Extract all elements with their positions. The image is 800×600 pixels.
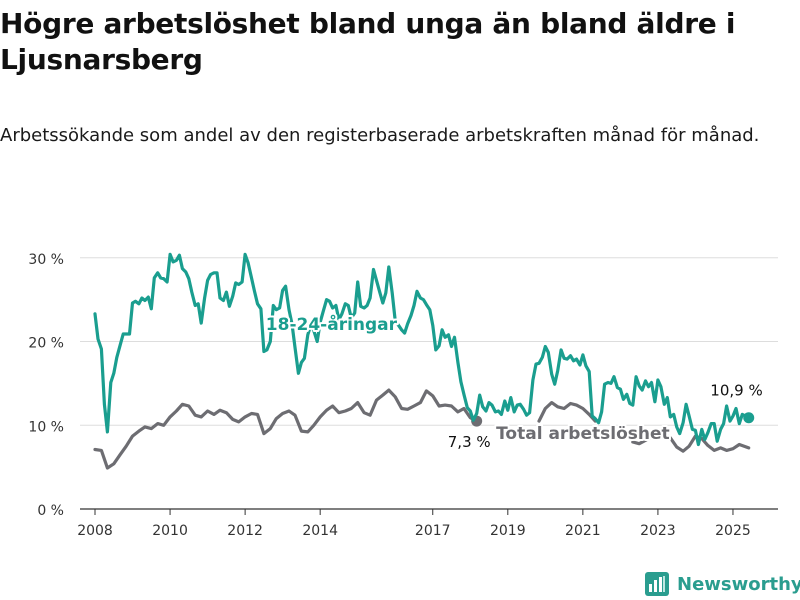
series-lines	[93, 252, 755, 470]
y-tick-label: 0 %	[37, 503, 64, 519]
newsworthy-logo[interactable]: Newsworthy	[645, 569, 800, 599]
youth-end-point	[743, 412, 755, 424]
total-series-line	[631, 432, 751, 453]
youth-end-value-label: 10,9 %	[710, 382, 762, 400]
x-tick-label: 2017	[415, 523, 451, 539]
series-labels: 7,3 % 10,9 % 18-24-åringar Total arbetslösh…	[264, 311, 763, 451]
y-tick-label: 30 %	[28, 252, 64, 268]
x-tick-label: 2010	[152, 523, 188, 539]
total-series-line	[93, 388, 479, 470]
total-series-label: Total arbetslöshet	[496, 424, 670, 444]
gridlines	[80, 257, 778, 426]
chart-subtitle: Arbetssökande som andel av den registerb…	[0, 125, 760, 146]
x-tick-label: 2012	[227, 523, 263, 539]
bar-chart-icon	[645, 572, 669, 596]
total-series-line	[537, 401, 597, 423]
y-tick-label: 10 %	[28, 419, 64, 435]
brand-name: Newsworthy	[677, 573, 800, 595]
youth-series-line	[93, 252, 751, 447]
x-tick-label: 2025	[715, 523, 751, 539]
axes: 0 % 10 % 20 % 30 % 2008 2010 2012 2014 2017 2019 2…	[28, 252, 778, 539]
total-end-value-label: 7,3 %	[448, 433, 491, 451]
x-tick-label: 2008	[77, 523, 113, 539]
x-tick-label: 2021	[565, 523, 601, 539]
chart-title: Högre arbetslöshet bland unga än bland ä…	[0, 7, 736, 76]
y-tick-label: 20 %	[28, 336, 64, 352]
x-tick-label: 2014	[302, 523, 338, 539]
x-tick-label: 2023	[640, 523, 676, 539]
youth-series-label: 18-24-åringar	[266, 313, 398, 335]
x-tick-label: 2019	[490, 523, 526, 539]
